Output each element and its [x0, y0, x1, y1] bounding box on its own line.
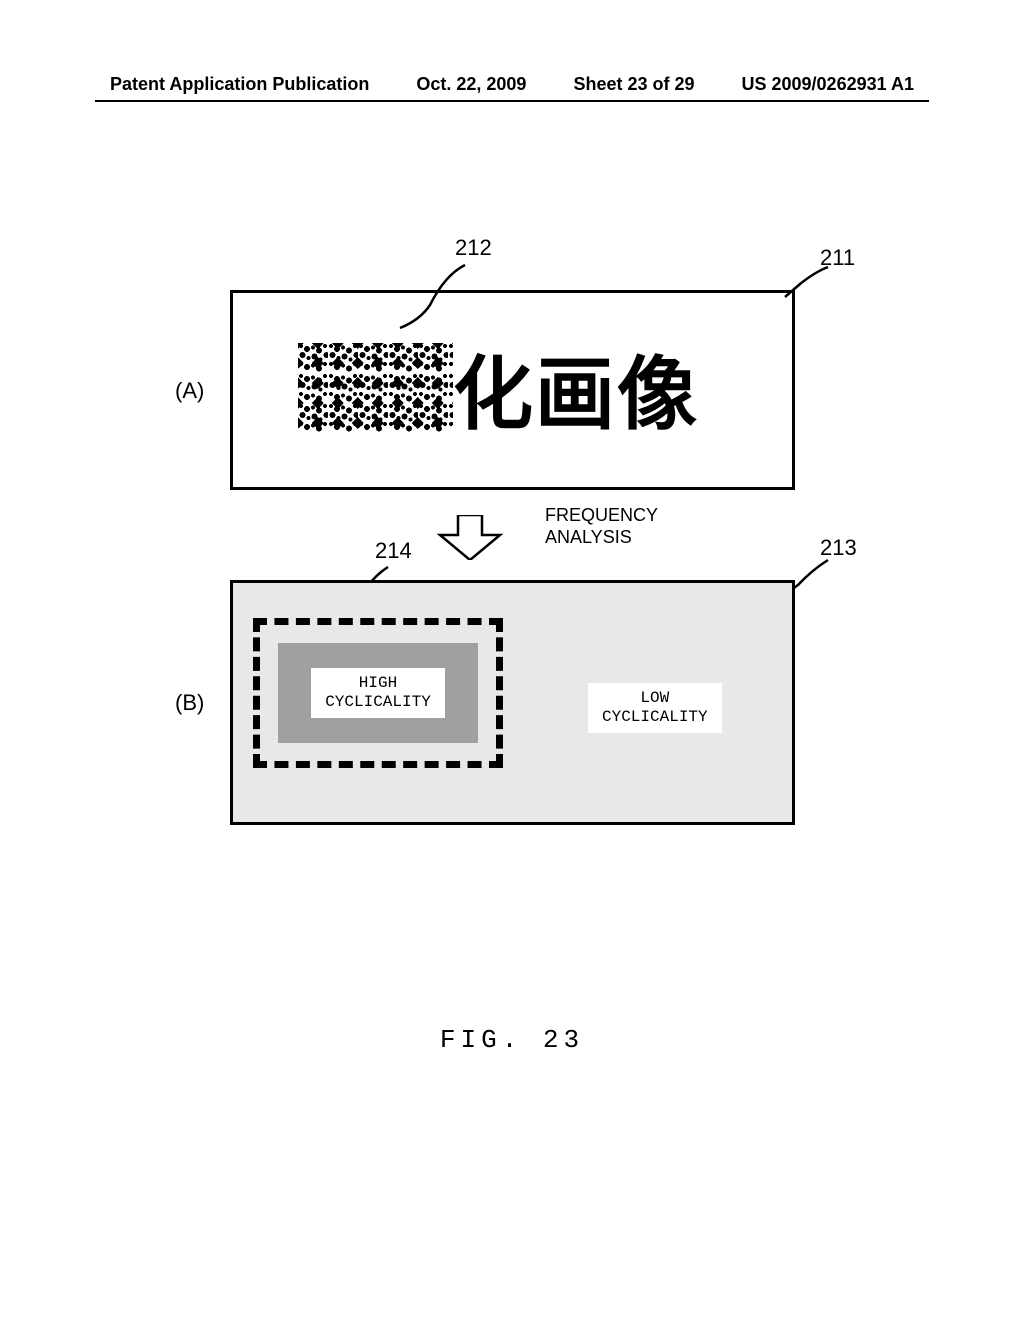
page-header: Patent Application Publication Oct. 22, … — [0, 74, 1024, 95]
header-date: Oct. 22, 2009 — [416, 74, 526, 95]
panel-a-label: (A) — [175, 378, 204, 404]
noise-pattern — [298, 343, 453, 433]
high-cyclicality-region: HIGH CYCLICALITY — [278, 643, 478, 743]
ref-214: 214 — [375, 538, 412, 564]
panel-a-content: 化画像 — [298, 328, 699, 448]
obscured-region — [298, 343, 453, 433]
header-sheet: Sheet 23 of 29 — [573, 74, 694, 95]
header-left: Patent Application Publication — [110, 74, 369, 95]
arrow-down-icon — [430, 515, 510, 560]
frequency-analysis-label: FREQUENCY ANALYSIS — [545, 505, 658, 548]
high-cyclicality-label: HIGH CYCLICALITY — [311, 668, 445, 718]
kanji-text: 化画像 — [453, 330, 699, 446]
panel-b: HIGH CYCLICALITY LOW CYCLICALITY — [230, 580, 795, 825]
leader-211 — [780, 262, 835, 302]
header-pubno: US 2009/0262931 A1 — [742, 74, 914, 95]
ref-212: 212 — [455, 235, 492, 261]
header-rule — [95, 100, 929, 102]
panel-a: 化画像 — [230, 290, 795, 490]
leader-212 — [390, 260, 480, 335]
panel-b-label: (B) — [175, 690, 204, 716]
low-cyclicality-label: LOW CYCLICALITY — [588, 683, 722, 733]
figure-label: FIG. 23 — [0, 1025, 1024, 1055]
dashed-region: HIGH CYCLICALITY — [253, 618, 503, 768]
